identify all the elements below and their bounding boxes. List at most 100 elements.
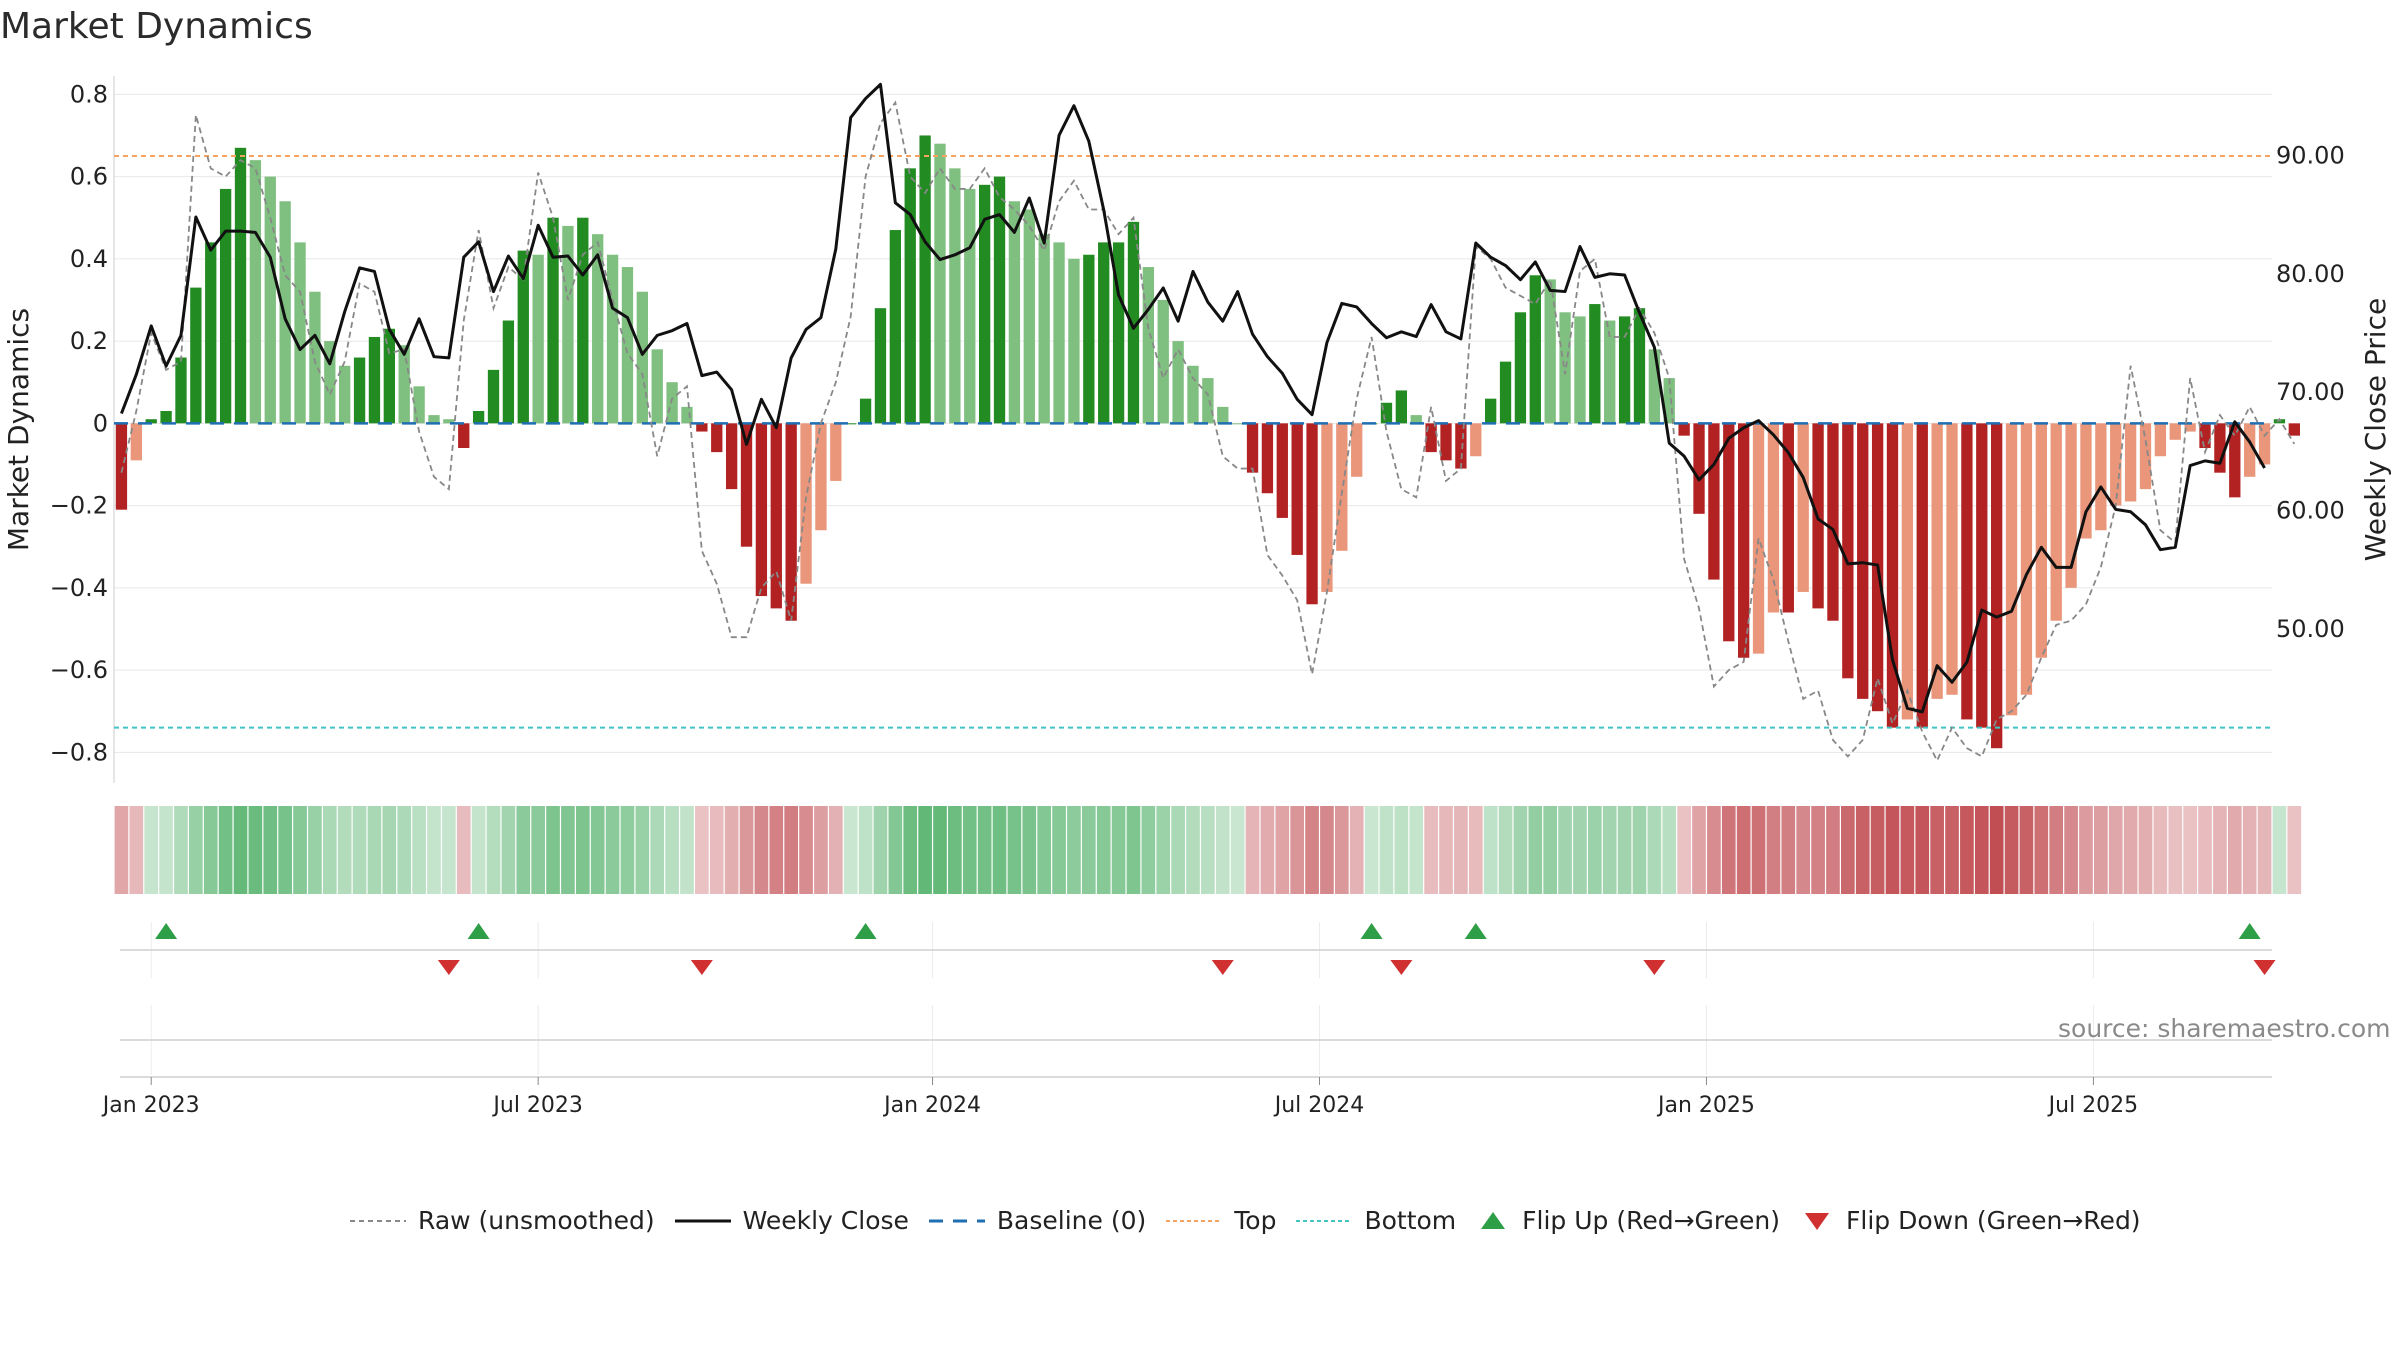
heat-strip-cell — [1617, 806, 1632, 894]
heat-strip-cell — [1974, 806, 1989, 894]
dynamics-bar — [1633, 308, 1646, 424]
dynamics-bar — [1708, 423, 1720, 580]
heat-strip-cell — [412, 806, 426, 894]
baseline-line-icon — [928, 1219, 985, 1222]
x-tick-label: Jan 2025 — [1656, 1093, 1755, 1118]
heat-strip-cell — [1096, 806, 1111, 894]
y2-tick-label: 80.00 — [2276, 260, 2345, 288]
dynamics-bar — [2095, 423, 2107, 531]
dynamics-bar — [621, 267, 634, 424]
dynamics-bar — [845, 423, 857, 425]
dynamics-bar — [264, 176, 276, 424]
bottom-line-icon — [1296, 1219, 1353, 1222]
legend-label-raw: Raw (unsmoothed) — [418, 1206, 655, 1235]
dynamics-bar — [502, 320, 515, 424]
close-line-icon — [674, 1219, 731, 1222]
heat-strip-cell — [1915, 806, 1930, 894]
dynamics-bar — [1797, 423, 1809, 592]
flip-up-marker — [854, 923, 877, 939]
heat-strip-cell — [1364, 806, 1379, 894]
heat-strip-cell — [992, 806, 1007, 894]
heat-strip-cell — [1662, 806, 1677, 894]
legend-item-baseline: Baseline (0) — [928, 1206, 1146, 1235]
heat-strip-cell — [1037, 806, 1052, 894]
heat-strip-cell — [2242, 806, 2257, 894]
heat-strip-cell — [1409, 806, 1424, 894]
heat-strip-cell — [933, 806, 947, 894]
dynamics-bar — [577, 217, 589, 424]
dynamics-bar — [1544, 279, 1556, 424]
dynamics-bar — [1098, 242, 1110, 424]
heat-strip-cell — [1647, 806, 1662, 894]
y-tick-label: 0.2 — [70, 327, 108, 355]
heat-strip-cell — [784, 806, 799, 894]
legend-label-flip-up: Flip Up (Red→Green) — [1522, 1206, 1781, 1235]
dynamics-bar — [324, 341, 336, 424]
legend-item-flip-up: Flip Up (Red→Green) — [1476, 1206, 1780, 1235]
dynamics-bar — [978, 184, 991, 424]
heat-strip-cell — [2183, 806, 2197, 894]
dynamics-bar — [1916, 423, 1928, 728]
dynamics-bar — [1187, 365, 1199, 424]
heat-strip-cell — [337, 806, 352, 894]
heat-strip-cell — [2257, 806, 2272, 894]
heat-strip-cell — [516, 806, 531, 894]
heat-strip-cell — [561, 806, 575, 894]
dynamics-bar — [562, 225, 574, 424]
flip-up-marker — [467, 923, 490, 939]
x-tick-label: Jan 2024 — [882, 1093, 981, 1118]
dynamics-bar — [368, 336, 381, 424]
legend-label-flip-down: Flip Down (Green→Red) — [1846, 1206, 2141, 1235]
heat-strip-cell — [486, 806, 501, 894]
heat-strip-cell — [278, 806, 292, 894]
heat-strip-cell — [2123, 806, 2138, 894]
heat-strip-cell — [1320, 806, 1334, 894]
dynamics-bar — [249, 160, 262, 424]
dynamics-bar — [205, 242, 217, 424]
dynamics-bar — [1529, 275, 1541, 424]
heat-strip-cell — [456, 806, 471, 894]
heat-strip-cell — [2168, 806, 2183, 894]
heat-strip-cell — [1111, 806, 1126, 894]
heat-strip-cell — [1156, 806, 1171, 894]
dynamics-bar — [1395, 390, 1408, 424]
y2-tick-label: 60.00 — [2276, 497, 2345, 525]
dynamics-bar — [339, 365, 351, 424]
dynamics-bar — [2050, 423, 2062, 621]
heat-strip-cell — [1632, 806, 1647, 894]
heat-strip-cell — [427, 806, 441, 894]
dynamics-bar — [458, 423, 470, 449]
dynamics-bar — [1723, 423, 1735, 642]
dynamics-bar — [1559, 312, 1571, 424]
flip-down-marker — [1390, 960, 1413, 975]
heat-strip-cell — [1811, 806, 1825, 894]
heat-strip-cell — [1781, 806, 1796, 894]
heat-strip-cell — [1022, 806, 1037, 894]
dynamics-bar — [1083, 254, 1095, 424]
dynamics-bar — [859, 398, 872, 424]
dynamics-bar — [1306, 423, 1318, 605]
heat-strip-cell — [2019, 806, 2034, 894]
dynamics-bar — [398, 345, 410, 424]
dynamics-bar — [1946, 423, 1958, 695]
legend-label-top: Top — [1234, 1206, 1277, 1235]
y-tick-label: 0.6 — [70, 163, 108, 191]
heat-strip-cell — [159, 806, 173, 894]
y2-axis-title: Weekly Close Price — [2359, 298, 2392, 561]
heat-strip-cell — [1677, 806, 1691, 894]
top-line-icon — [1166, 1219, 1223, 1222]
heat-strip-cell — [546, 806, 560, 894]
dynamics-bar — [1261, 423, 1274, 494]
heat-strip-cell — [1692, 806, 1706, 894]
dynamics-bar — [2169, 423, 2181, 440]
heat-strip-cell — [1751, 806, 1766, 894]
y-tick-label: −0.4 — [50, 574, 108, 602]
dynamics-bar — [1678, 423, 1690, 436]
heat-strip-cell — [1513, 806, 1528, 894]
dynamics-bar — [175, 357, 187, 424]
heat-strip-cell — [129, 806, 144, 894]
dynamics-bar — [279, 201, 291, 424]
heat-strip-cell — [814, 806, 828, 894]
dynamics-bar — [740, 423, 753, 547]
dynamics-bar — [1038, 234, 1050, 424]
